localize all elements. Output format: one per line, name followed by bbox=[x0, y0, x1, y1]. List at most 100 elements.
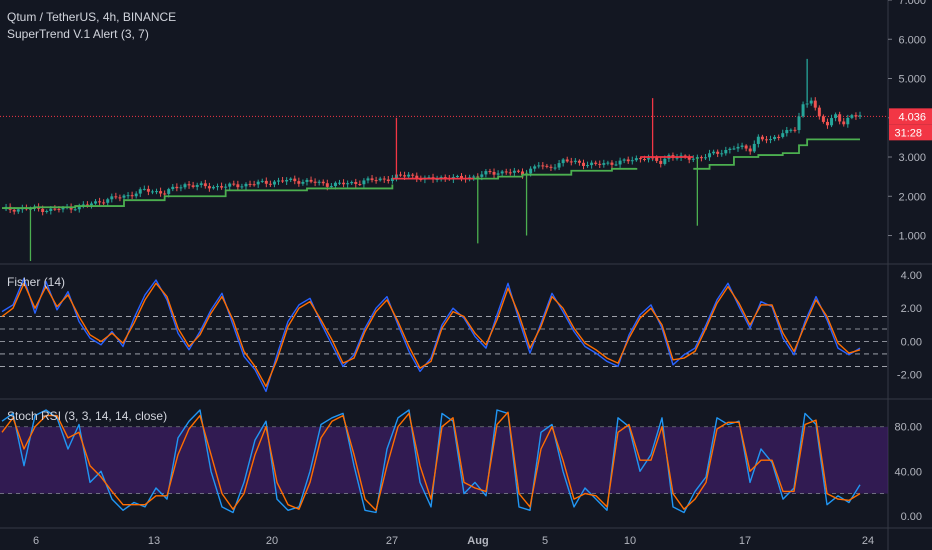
candle-body bbox=[480, 174, 484, 177]
stoch-axis-label: 40.00 bbox=[894, 466, 922, 478]
time-axis-label: 24 bbox=[862, 535, 874, 547]
candle-body bbox=[325, 183, 329, 187]
candle-body bbox=[553, 167, 557, 169]
candle-body bbox=[642, 158, 646, 160]
candle-body bbox=[175, 186, 179, 189]
last-price-badge bbox=[889, 108, 932, 125]
fisher-axis-label: 0.00 bbox=[901, 336, 922, 348]
candle-body bbox=[516, 170, 520, 172]
candle-body bbox=[549, 166, 553, 168]
candle-body bbox=[390, 178, 394, 182]
candle-body bbox=[362, 180, 366, 185]
candle-body bbox=[577, 160, 581, 163]
candle-body bbox=[850, 115, 854, 118]
candle-body bbox=[232, 183, 236, 185]
candle-body bbox=[817, 107, 821, 117]
candle-body bbox=[277, 180, 281, 182]
price-axis-label: 3.000 bbox=[898, 152, 926, 164]
candle-body bbox=[760, 136, 764, 140]
candle-body bbox=[268, 183, 272, 185]
fisher-axis-label: 2.00 bbox=[901, 303, 922, 315]
candle-body bbox=[687, 157, 691, 160]
candle-body bbox=[293, 178, 297, 182]
candle-body bbox=[236, 184, 240, 188]
candle-body bbox=[403, 175, 407, 177]
candle-body bbox=[163, 193, 167, 195]
candle-body bbox=[216, 186, 220, 188]
price-axis-label: 2.000 bbox=[898, 191, 926, 203]
candle-body bbox=[81, 204, 85, 206]
candle-body bbox=[529, 168, 533, 174]
stoch-rsi-pane-title: Stoch RSI (3, 3, 14, 14, close) bbox=[7, 409, 168, 423]
candle-body bbox=[346, 183, 350, 185]
candle-body bbox=[297, 181, 301, 184]
candle-body bbox=[211, 186, 215, 189]
candle-body bbox=[415, 175, 419, 180]
candle-body bbox=[606, 162, 610, 164]
candle-body bbox=[350, 182, 354, 184]
candle-body bbox=[492, 171, 496, 175]
candle-body bbox=[756, 136, 760, 144]
candle-body bbox=[712, 151, 716, 154]
countdown-value: 31:28 bbox=[894, 127, 922, 139]
candle-body bbox=[281, 180, 285, 182]
candle-body bbox=[846, 117, 850, 125]
candle-body bbox=[500, 171, 504, 174]
candle-body bbox=[102, 202, 106, 204]
stoch-axis-label: 0.00 bbox=[901, 511, 922, 523]
candle-body bbox=[590, 162, 594, 166]
candle-body bbox=[150, 191, 154, 193]
candle-body bbox=[728, 148, 732, 150]
candle-body bbox=[126, 195, 130, 197]
candle-body bbox=[16, 209, 20, 212]
fisher-axis-label: -2.00 bbox=[897, 370, 922, 382]
candle-body bbox=[647, 158, 651, 160]
candle-body bbox=[821, 116, 825, 122]
stoch-k-line bbox=[1, 409, 861, 514]
candle-body bbox=[224, 186, 228, 188]
candle-body bbox=[561, 159, 565, 164]
candle-body bbox=[830, 118, 834, 126]
time-axis-label: 13 bbox=[148, 535, 160, 547]
candle-body bbox=[301, 181, 305, 184]
candle-body bbox=[187, 184, 191, 186]
candle-body bbox=[386, 179, 390, 182]
candle-body bbox=[419, 179, 423, 181]
candle-body bbox=[309, 179, 313, 182]
candle-body bbox=[777, 136, 781, 138]
candle-body bbox=[512, 170, 516, 173]
candle-body bbox=[488, 171, 492, 173]
candle-body bbox=[663, 158, 667, 164]
candle-body bbox=[333, 182, 337, 187]
candle-body bbox=[130, 195, 134, 197]
time-axis-label: 20 bbox=[266, 535, 278, 547]
candle-body bbox=[744, 145, 748, 149]
price-axis-label: 7.000 bbox=[898, 0, 926, 7]
candle-body bbox=[472, 176, 476, 178]
candle-body bbox=[569, 161, 573, 163]
candle-body bbox=[220, 186, 224, 188]
fisher-trigger-line bbox=[1, 282, 861, 388]
candle-body bbox=[329, 186, 333, 188]
candle-body bbox=[289, 178, 293, 180]
candle-body bbox=[732, 148, 736, 150]
candle-body bbox=[797, 116, 801, 131]
time-axis-label: 5 bbox=[542, 535, 548, 547]
candle-body bbox=[541, 165, 545, 167]
candle-body bbox=[53, 208, 57, 210]
candle-body bbox=[838, 114, 842, 122]
candle-body bbox=[675, 157, 679, 159]
candle-body bbox=[435, 179, 439, 181]
candle-body bbox=[655, 157, 659, 161]
candle-body bbox=[179, 187, 183, 189]
candle-body bbox=[594, 162, 598, 164]
candle-body bbox=[748, 148, 752, 152]
candle-body bbox=[769, 139, 773, 141]
candle-body bbox=[565, 159, 569, 162]
candle-body bbox=[716, 151, 720, 154]
candle-body bbox=[508, 172, 512, 174]
candle-body bbox=[809, 100, 813, 104]
candle-body bbox=[586, 165, 590, 167]
candles bbox=[4, 97, 862, 216]
